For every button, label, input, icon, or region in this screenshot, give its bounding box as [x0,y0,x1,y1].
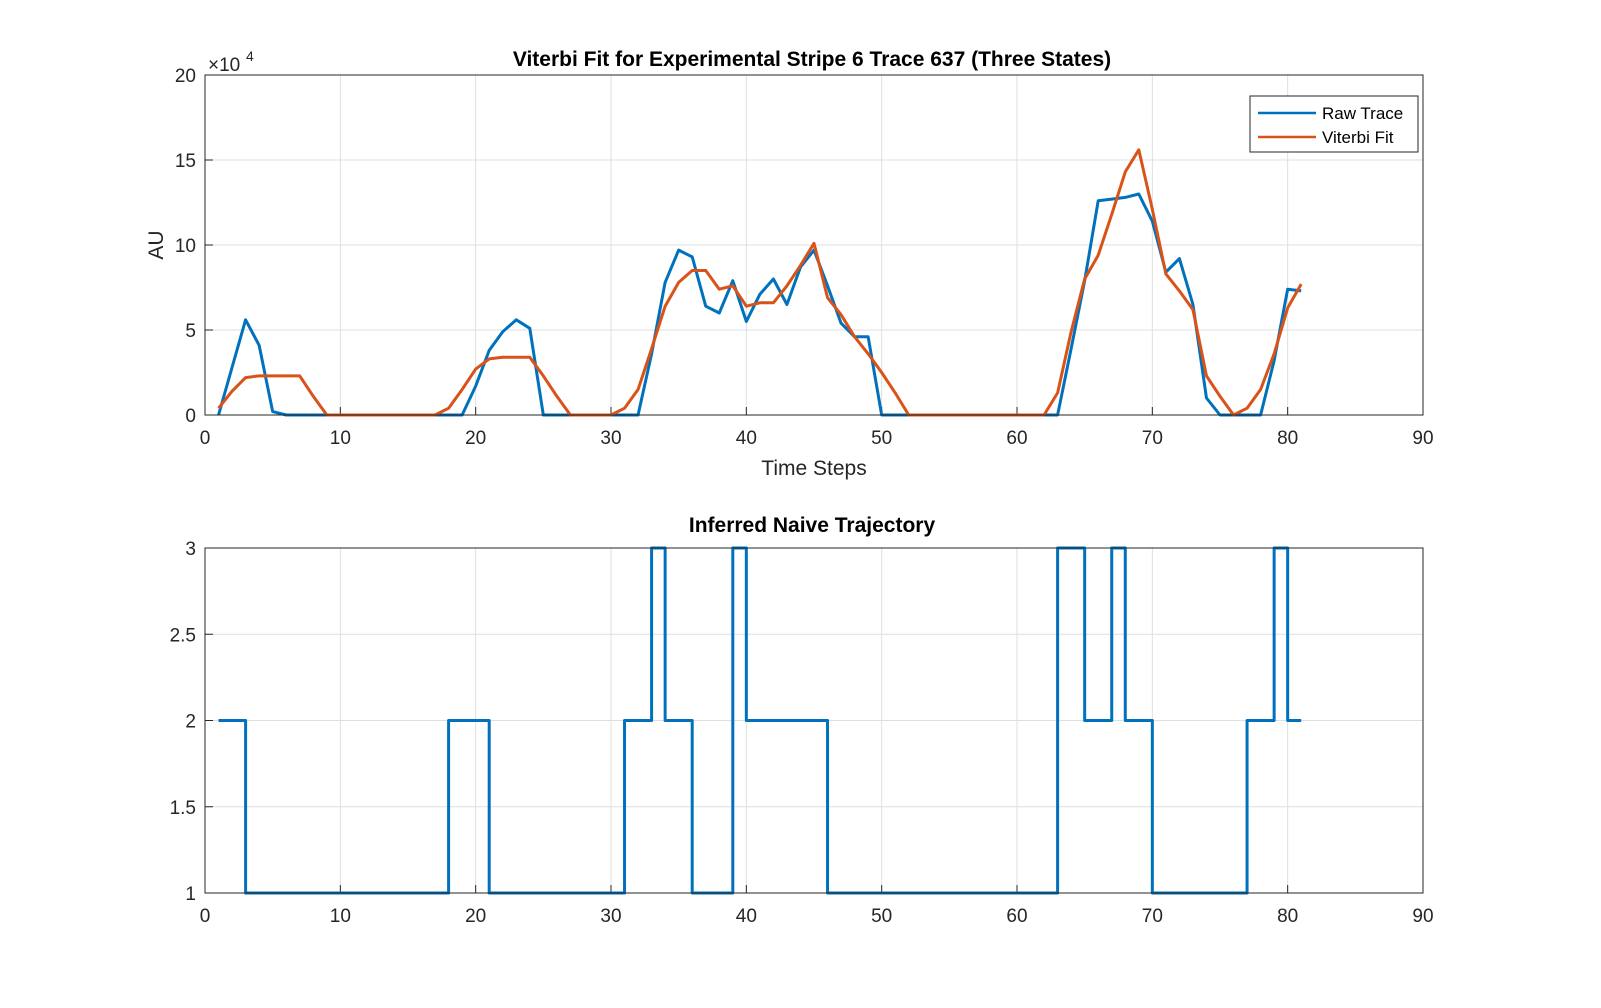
y-axis-label: AU [145,230,168,259]
y-tick-label: 0 [185,406,196,427]
x-tick-label: 70 [1142,428,1163,449]
chart-title: Inferred Naive Trajectory [689,514,936,537]
x-tick-label: 80 [1277,428,1298,449]
y-tick-label: 2.5 [170,625,196,646]
plot-frame [204,547,1424,894]
x-tick-label: 0 [200,428,211,449]
x-tick-label: 10 [330,906,351,927]
exponent-power: 4 [246,48,254,64]
y-tick-label: 10 [175,236,196,257]
chart-title: Viterbi Fit for Experimental Stripe 6 Tr… [513,48,1111,71]
series-lines [217,148,1303,417]
naive-trajectory-chart: Inferred Naive Trajectory 0 10 20 30 40 50 60 7… [170,514,1434,927]
y-tick-label: 2 [185,712,196,733]
y-tick-label: 3 [185,539,196,560]
x-tick-label: 20 [465,428,486,449]
x-tick-label: 0 [200,906,211,927]
exponent-base: ×10 [208,55,240,76]
viterbi-fit-chart: Viterbi Fit for Experimental Stripe 6 Tr… [145,48,1434,480]
tick-labels: 0 10 20 30 40 50 60 70 80 90 0 5 10 15 20 [175,66,1434,449]
x-tick-label: 70 [1142,906,1163,927]
y-tick-label: 15 [175,151,196,172]
legend-entry-viterbi-fit: Viterbi Fit [1322,128,1394,147]
x-tick-label: 20 [465,906,486,927]
x-tick-label: 60 [1006,428,1027,449]
y-tick-label: 1.5 [170,798,196,819]
x-tick-label: 90 [1412,428,1433,449]
exponent-label: ×10 4 [208,48,254,76]
legend-box [1249,95,1419,153]
x-tick-label: 30 [600,428,621,449]
x-tick-label: 50 [871,906,892,927]
x-tick-label: 90 [1412,906,1433,927]
x-tick-label: 10 [330,428,351,449]
legend-entry-raw-trace: Raw Trace [1322,104,1403,123]
x-tick-label: 50 [871,428,892,449]
y-tick-label: 20 [175,66,196,87]
legend: Raw Trace Viterbi Fit [1249,95,1419,153]
viterbi-fit-line [217,148,1303,417]
plot-frame [204,74,1424,416]
x-tick-label: 80 [1277,906,1298,927]
x-axis-label: Time Steps [761,457,866,480]
x-tick-label: 30 [600,906,621,927]
raw-trace-line [217,192,1302,417]
y-tick-label: 1 [185,884,196,905]
y-tick-label: 5 [185,321,196,342]
x-tick-label: 60 [1006,906,1027,927]
x-tick-label: 40 [736,906,757,927]
tick-labels: 0 10 20 30 40 50 60 70 80 90 1 1.5 2 2.5 3 [170,539,1434,927]
x-tick-label: 40 [736,428,757,449]
